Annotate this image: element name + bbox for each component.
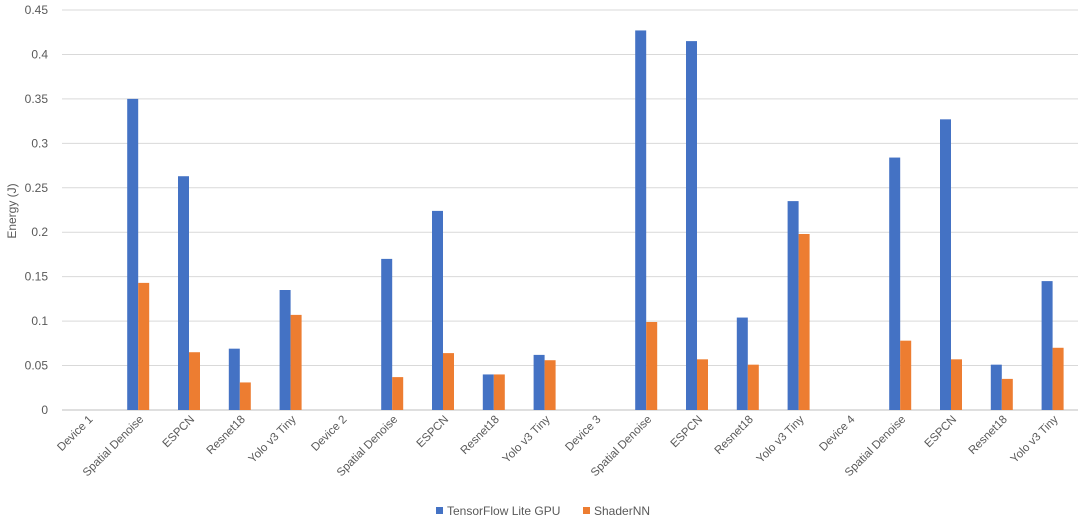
y-tick-label: 0 (41, 403, 48, 417)
bar-shadernn (493, 374, 505, 410)
bar-tensorflow-lite-gpu (990, 364, 1002, 410)
x-category-label: Yolo v3 Tiny (501, 413, 553, 465)
bar-tensorflow-lite-gpu (178, 176, 189, 410)
legend: TensorFlow Lite GPU ShaderNN (436, 504, 650, 518)
x-category-label: Yolo v3 Tiny (1009, 413, 1061, 465)
bar-shadernn (951, 359, 962, 410)
x-category-label: ESPCN (669, 414, 706, 451)
bar-tensorflow-lite-gpu (533, 354, 545, 410)
y-tick-label: 0.1 (31, 314, 48, 328)
legend-swatch (436, 507, 443, 514)
bar-shadernn (189, 352, 200, 410)
legend-label: ShaderNN (594, 504, 650, 518)
bar-tensorflow-lite-gpu (228, 348, 240, 410)
y-tick-label: 0.45 (25, 3, 49, 17)
y-tick-label: 0.3 (31, 136, 48, 150)
bar-tensorflow-lite-gpu (482, 374, 494, 410)
bar-shadernn (239, 382, 251, 410)
x-category-label: ESPCN (415, 414, 452, 451)
x-category-label: Resnet18 (713, 414, 756, 457)
bar-shadernn (138, 282, 150, 410)
bar-tensorflow-lite-gpu (432, 210, 443, 410)
bar-tensorflow-lite-gpu (635, 30, 647, 410)
legend-swatch (583, 507, 590, 514)
bar-tensorflow-lite-gpu (940, 119, 951, 410)
y-axis-title: Energy (J) (5, 183, 19, 238)
bar-tensorflow-lite-gpu (686, 41, 697, 411)
bar-shadernn (646, 322, 658, 410)
x-category-label: Device 4 (817, 413, 858, 454)
bar-shadernn (697, 359, 708, 410)
bar-shadernn (747, 364, 759, 410)
y-tick-label: 0.05 (25, 359, 49, 373)
bar-tensorflow-lite-gpu (889, 157, 901, 410)
bar-shadernn (1001, 378, 1013, 410)
bar-tensorflow-lite-gpu (127, 98, 139, 410)
y-tick-label: 0.15 (25, 270, 49, 284)
bar-shadernn (392, 377, 404, 410)
legend-label: TensorFlow Lite GPU (447, 504, 560, 518)
bar-tensorflow-lite-gpu (736, 317, 748, 410)
bar-shadernn (900, 340, 912, 410)
gridlines (62, 9, 1078, 411)
bar-tensorflow-lite-gpu (279, 290, 291, 410)
bar-shadernn (544, 360, 556, 410)
bars (127, 30, 1064, 411)
x-category-label: Resnet18 (967, 414, 1010, 457)
x-category-label: ESPCN (161, 414, 198, 451)
bar-shadernn (290, 314, 302, 410)
bar-tensorflow-lite-gpu (787, 201, 799, 410)
x-category-label: ESPCN (923, 414, 960, 451)
bar-shadernn (1052, 347, 1064, 410)
bar-tensorflow-lite-gpu (1041, 281, 1053, 410)
y-axis-ticks: 0 0.05 0.1 0.15 0.2 0.25 0.3 0.35 0.4 0.45 (25, 3, 49, 417)
x-category-label: Yolo v3 Tiny (247, 413, 299, 465)
x-category-label: Yolo v3 Tiny (755, 413, 807, 465)
bar-tensorflow-lite-gpu (381, 258, 393, 410)
y-tick-label: 0.2 (31, 225, 48, 239)
y-tick-label: 0.35 (25, 92, 49, 106)
x-category-label: Resnet18 (205, 414, 248, 457)
y-tick-label: 0.4 (31, 47, 48, 61)
bar-shadernn (443, 353, 454, 410)
x-category-label: Device 1 (55, 414, 95, 454)
x-category-label: Device 2 (309, 414, 349, 454)
y-tick-label: 0.25 (25, 181, 49, 195)
x-category-label: Resnet18 (459, 414, 502, 457)
bar-shadernn (798, 234, 810, 410)
x-category-label: Device 3 (563, 414, 603, 454)
